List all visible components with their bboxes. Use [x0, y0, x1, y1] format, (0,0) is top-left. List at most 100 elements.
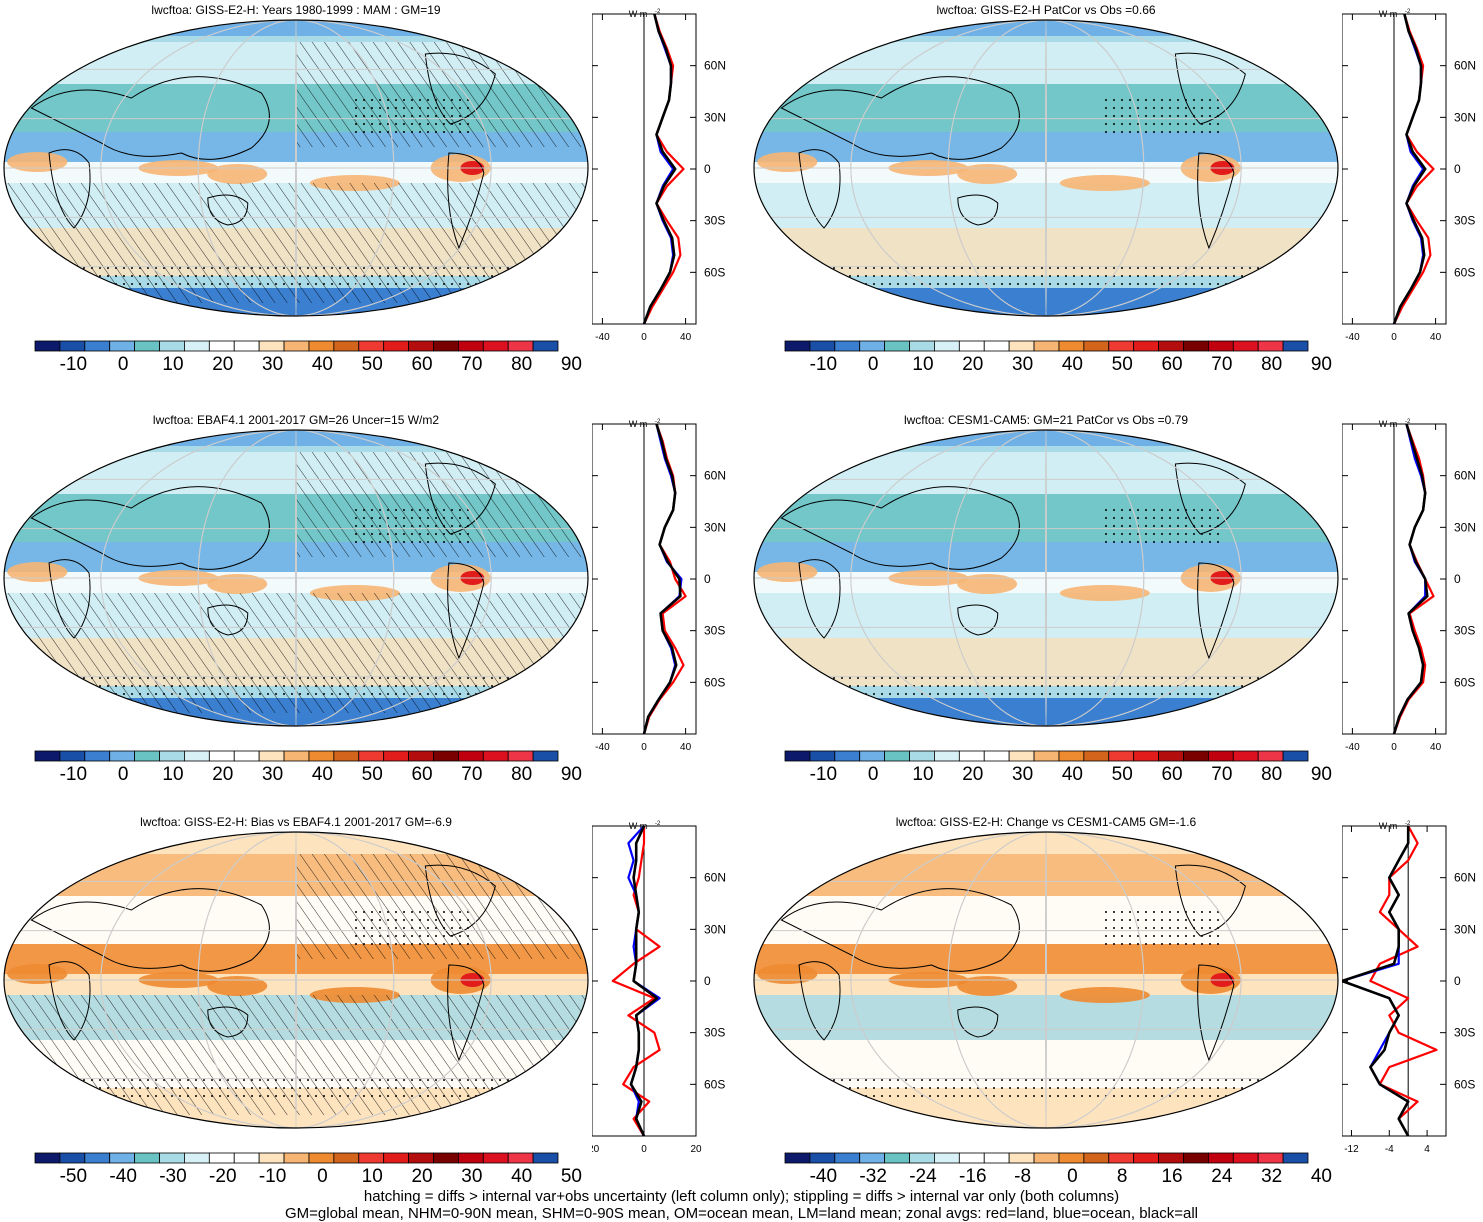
- colorbar-swatch: [233, 340, 260, 352]
- zonal-mean-p3: W m -2 60N 30N 0 30S 60S -40 0 40: [592, 419, 726, 753]
- colorbar-swatch: [59, 750, 86, 762]
- colorbar-swatch: [333, 750, 360, 762]
- colorbar-tick-label: 50: [361, 354, 383, 375]
- colorbar-swatch: [258, 340, 285, 352]
- zonal-x-tick-label: -40: [595, 332, 610, 343]
- zonal-series-land: [1369, 825, 1438, 1137]
- lat-tick-label: 30N: [704, 520, 726, 534]
- colorbar-swatch: [934, 340, 960, 352]
- colorbar-tick-label: 20: [411, 1166, 433, 1187]
- colorbar-swatch: [809, 1152, 836, 1164]
- colorbar-swatch: [1008, 340, 1035, 352]
- zonal-x-tick-label: 0: [1391, 742, 1397, 753]
- colorbar-tick-label: 90: [560, 764, 583, 785]
- colorbar-swatch: [909, 340, 935, 352]
- colorbar-swatch: [1257, 1152, 1284, 1164]
- colorbar-swatch: [532, 340, 559, 352]
- zonal-x-tick-label: -20: [592, 1144, 600, 1155]
- colorbar-swatch: [34, 1152, 61, 1164]
- colorbar-swatch: [1108, 1152, 1135, 1164]
- colorbar-tick-label: -40: [109, 1166, 137, 1187]
- colorbar-swatch: [1133, 1152, 1159, 1164]
- colorbar-swatch: [383, 1152, 409, 1164]
- panel-title: lwcftoa: GISS-E2-H: Bias vs EBAF4.1 2001…: [140, 815, 452, 829]
- colorbar-tick-label: 30: [461, 1166, 483, 1187]
- lat-tick-label: 30N: [704, 922, 726, 936]
- zonal-series-land: [643, 13, 685, 325]
- colorbar-swatch: [1232, 1152, 1259, 1164]
- zonal-units-exponent: -2: [1405, 419, 1411, 425]
- colorbar-swatch: [308, 340, 335, 352]
- colorbar-swatch: [909, 750, 935, 762]
- colorbar-swatch: [208, 340, 235, 352]
- lat-tick-label: 30S: [704, 214, 725, 228]
- colorbar-tick-label: -24: [909, 1166, 937, 1187]
- colorbar-swatch: [433, 1152, 459, 1164]
- zonal-x-tick-label: 0: [641, 332, 647, 343]
- zonal-x-tick-label: 0: [641, 742, 647, 753]
- lat-tick-label: 60N: [1454, 871, 1476, 885]
- lat-tick-label: 0: [1454, 572, 1461, 586]
- colorbar-swatch: [59, 1152, 86, 1164]
- colorbar-swatch: [408, 1152, 434, 1164]
- colorbar-swatch: [834, 1152, 861, 1164]
- colorbar-swatch: [507, 750, 534, 762]
- colorbar-swatch: [333, 340, 360, 352]
- lat-tick-label: 0: [704, 974, 711, 988]
- zonal-units: W m: [629, 821, 648, 831]
- zonal-x-tick-label: -4: [1385, 1144, 1394, 1155]
- colorbar-p2: [784, 340, 1309, 352]
- colorbar-swatch: [884, 1152, 910, 1164]
- colorbar-p5: [34, 1152, 559, 1164]
- lat-tick-label: 60N: [1454, 59, 1476, 73]
- colorbar-tick-label: 30: [1012, 764, 1034, 785]
- colorbar-tick-label: -10: [809, 354, 838, 375]
- colorbar-tick-label: 50: [1111, 354, 1133, 375]
- colorbar-swatch: [784, 340, 811, 352]
- colorbar-swatch: [983, 340, 1010, 352]
- colorbar-tick-label: 0: [867, 764, 879, 785]
- zonal-series-all: [642, 423, 682, 735]
- colorbar-tick-label: 16: [1161, 1166, 1183, 1187]
- colorbar-tick-label: -10: [59, 764, 88, 785]
- colorbar-tick-label: 80: [1261, 354, 1283, 375]
- colorbar-swatch: [884, 340, 910, 352]
- zonal-series-land: [611, 826, 661, 1137]
- colorbar-p1: [34, 340, 559, 352]
- colorbar-swatch: [457, 750, 484, 762]
- colorbar-tick-label: -30: [159, 1166, 187, 1187]
- map-p2: [753, 19, 1339, 317]
- colorbar-tick-label: -20: [209, 1166, 237, 1187]
- colorbar-tick-label: 90: [1310, 764, 1333, 785]
- lat-tick-label: 60S: [1454, 1077, 1475, 1091]
- colorbar-tick-label: 10: [162, 354, 184, 375]
- colorbar-swatch: [934, 1152, 960, 1164]
- colorbar-swatch: [1207, 340, 1234, 352]
- colorbar-swatch: [457, 340, 484, 352]
- lat-tick-label: 30S: [704, 1026, 725, 1040]
- zonal-x-tick-label: 40: [680, 742, 692, 753]
- colorbar-swatch: [358, 750, 385, 762]
- zonal-series-all: [1342, 826, 1410, 1137]
- colorbar-swatch: [184, 750, 210, 762]
- colorbar-tick-label: 24: [1211, 1166, 1233, 1187]
- zonal-x-tick-label: -40: [595, 742, 610, 753]
- zonal-series-land: [1392, 423, 1435, 735]
- colorbar-tick-label: 80: [511, 764, 533, 785]
- colorbar-swatch: [1183, 340, 1209, 352]
- colorbar-swatch: [1257, 340, 1284, 352]
- colorbar-swatch: [1158, 340, 1184, 352]
- lat-tick-label: 60S: [1454, 265, 1475, 279]
- zonal-mean-p2: W m -2 60N 30N 0 30S 60S -40 0 40: [1342, 9, 1476, 343]
- colorbar-swatch: [333, 1152, 360, 1164]
- lat-tick-label: 30S: [704, 624, 725, 638]
- colorbar-swatch: [859, 1152, 886, 1164]
- colorbar-swatch: [184, 340, 210, 352]
- map-p5: [3, 831, 589, 1129]
- lat-tick-label: 60S: [704, 1077, 725, 1091]
- colorbar-tick-label: 0: [1067, 1166, 1078, 1187]
- colorbar-swatch: [482, 1152, 509, 1164]
- zonal-series-all: [629, 825, 659, 1137]
- zonal-series-all: [642, 13, 677, 325]
- lat-tick-label: 30N: [1454, 110, 1476, 124]
